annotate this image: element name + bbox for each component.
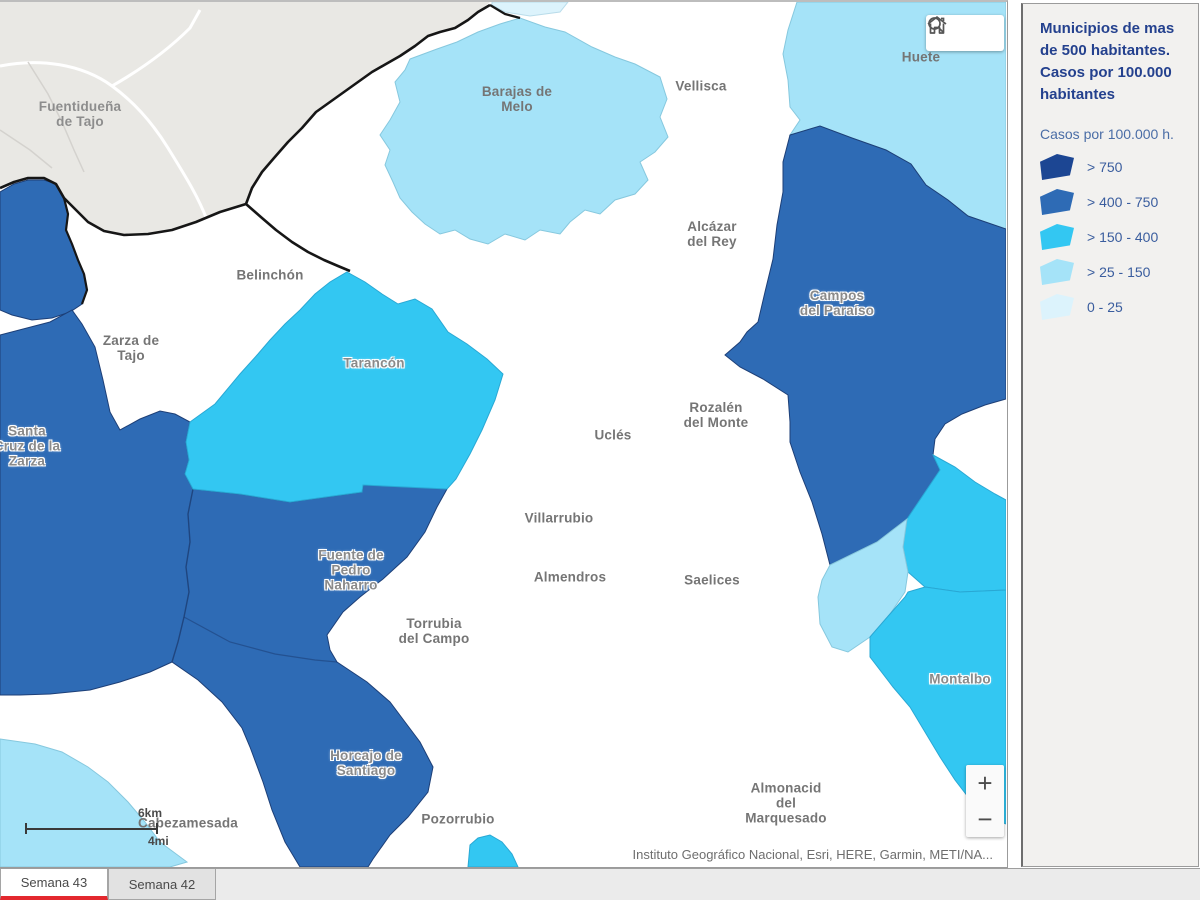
community-boundary — [245, 203, 351, 273]
region-tarancon[interactable] — [184, 271, 504, 503]
basemap-road — [0, 61, 209, 221]
basemap-road — [111, 9, 202, 88]
community-boundary — [62, 197, 89, 305]
legend-swatch — [1040, 294, 1074, 320]
legend-item-label: > 25 - 150 — [1087, 264, 1151, 280]
community-boundary — [0, 176, 247, 237]
legend-item-label: 0 - 25 — [1087, 299, 1123, 315]
region-cyan-bottom[interactable] — [467, 834, 519, 867]
legend-title: Municipios de mas de 500 habitantes. Cas… — [1040, 20, 1175, 103]
zoom-control: + − — [966, 765, 1004, 837]
legend-swatch — [1040, 259, 1074, 285]
home-icon — [927, 16, 947, 34]
basemap-admin-line — [0, 129, 53, 169]
legend-item: > 150 - 400 — [1040, 224, 1188, 250]
scale-label-km: 6km — [138, 806, 163, 820]
legend-item: > 750 — [1040, 154, 1188, 180]
basemap-admin-line — [27, 61, 85, 173]
zoom-in-button[interactable]: + — [977, 768, 993, 798]
region-barajas-de-melo[interactable] — [379, 17, 669, 245]
legend-item: 0 - 25 — [1040, 294, 1188, 320]
legend-item-label: > 150 - 400 — [1087, 229, 1159, 245]
internal-boundary — [183, 616, 338, 663]
legend-swatch — [1040, 189, 1074, 215]
region-montalbo[interactable] — [869, 586, 1006, 825]
scale-bar — [25, 820, 158, 838]
legend-swatch — [1040, 224, 1074, 250]
basemap-madrid-area — [0, 2, 490, 235]
region-santa-cruz-fuente-horcajo[interactable] — [0, 309, 448, 867]
home-button[interactable] — [927, 15, 1004, 51]
zoom-out-button[interactable]: − — [977, 804, 993, 834]
community-boundary — [244, 3, 491, 205]
week-tab-bar: Semana 43 Semana 42 — [0, 868, 1200, 900]
legend-item: > 400 - 750 — [1040, 189, 1188, 215]
legend-item-label: > 400 - 750 — [1087, 194, 1159, 210]
week-tab[interactable]: Semana 42 — [108, 869, 216, 900]
legend-item-label: > 750 — [1087, 159, 1123, 175]
scale-label-mi: 4mi — [148, 834, 169, 848]
legend-panel: Municipios de mas de 500 habitantes. Cas… — [1021, 3, 1199, 867]
map-canvas[interactable] — [0, 2, 1006, 867]
legend-swatch — [1040, 154, 1074, 180]
map-viewport[interactable]: Fuentidueña de Tajo Belinchón Zarza de T… — [0, 0, 1008, 868]
legend-items: > 750 > 400 - 750 > 150 - 400 > 25 - 150 — [1040, 154, 1188, 320]
map-toolbar — [926, 15, 1004, 51]
community-boundary — [489, 4, 521, 20]
region-cabezamesada[interactable] — [0, 738, 189, 867]
internal-boundary — [171, 488, 194, 663]
legend-subtitle: Casos por 100.000 h. — [1040, 126, 1174, 142]
map-attribution: Instituto Geográfico Nacional, Esri, HER… — [618, 841, 1007, 867]
week-tab[interactable]: Semana 43 — [0, 869, 108, 900]
legend-item: > 25 - 150 — [1040, 259, 1188, 285]
